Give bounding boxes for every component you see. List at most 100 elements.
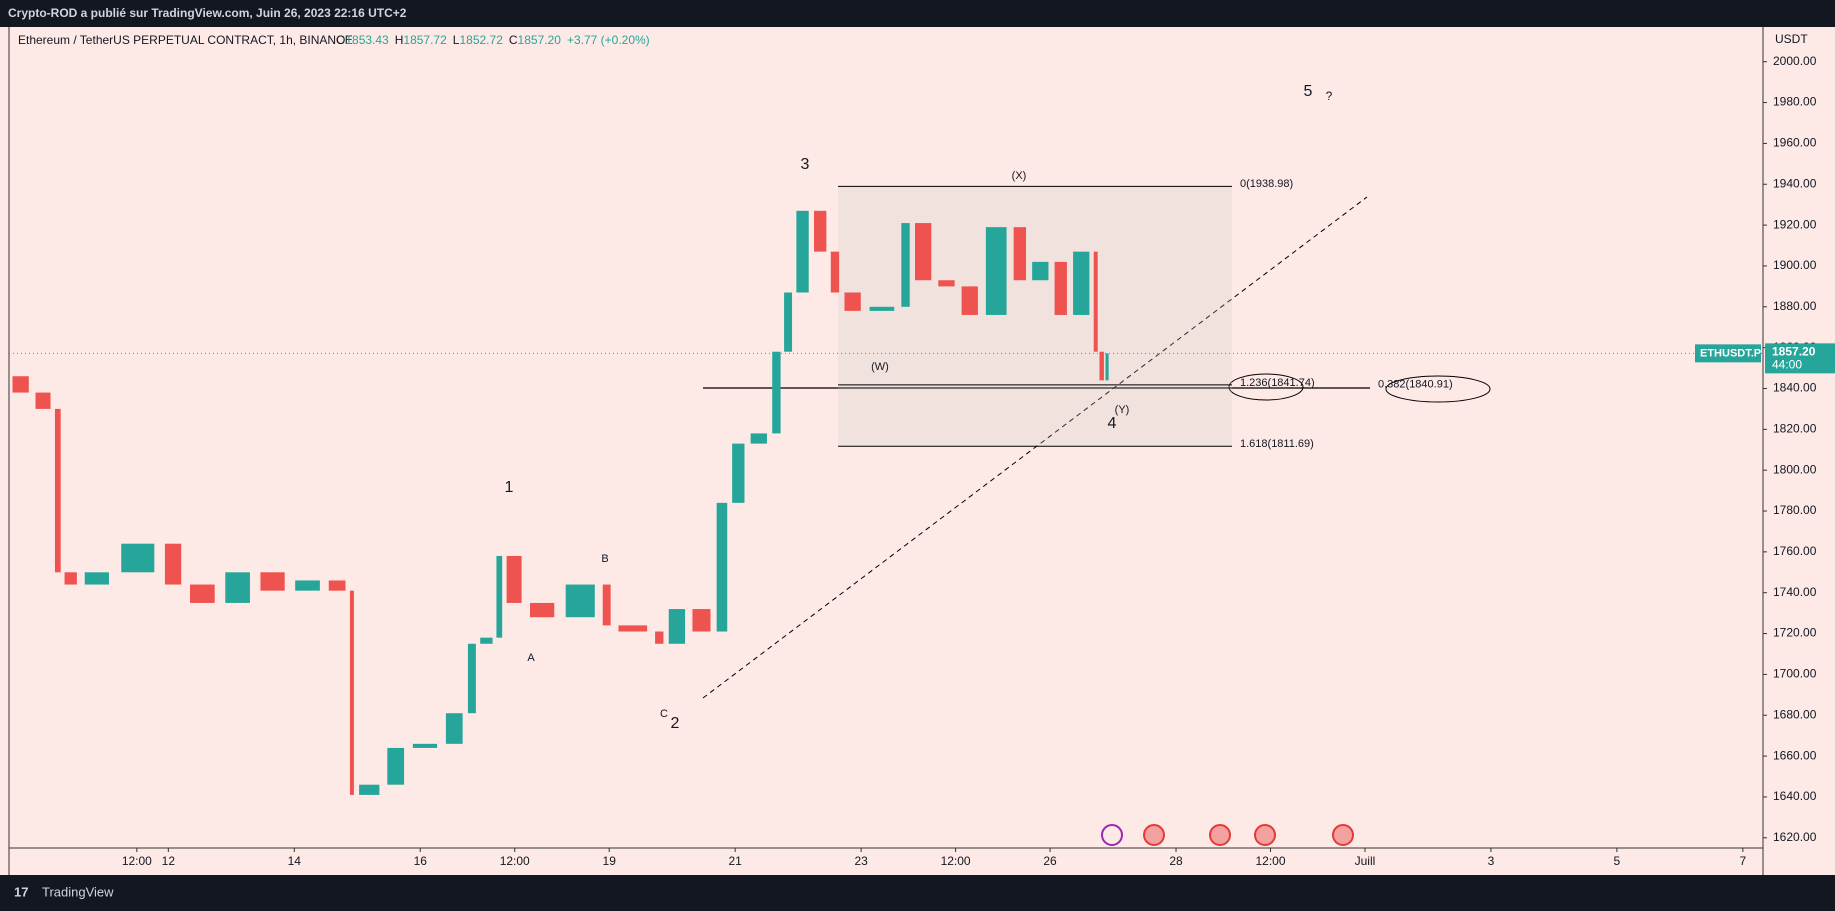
wave-label: B bbox=[601, 553, 608, 565]
y-tick-label: 1620.00 bbox=[1773, 830, 1817, 844]
candle bbox=[985, 227, 1007, 315]
x-tick-label: 14 bbox=[288, 854, 302, 868]
x-tick-label: 5 bbox=[1614, 854, 1621, 868]
y-tick-label: 1980.00 bbox=[1773, 95, 1817, 109]
y-tick-label: 1680.00 bbox=[1773, 707, 1817, 721]
y-tick-label: 2000.00 bbox=[1773, 54, 1817, 68]
candle bbox=[732, 443, 745, 503]
y-tick-label: 1800.00 bbox=[1773, 462, 1817, 476]
ohlc-value: 1852.72 bbox=[459, 33, 503, 47]
wave-label: 5 bbox=[1304, 83, 1313, 100]
candle bbox=[796, 210, 809, 293]
candle bbox=[784, 292, 793, 352]
brand-logo: 17 bbox=[14, 884, 28, 899]
y-tick-label: 1840.00 bbox=[1773, 381, 1817, 395]
candle bbox=[530, 602, 555, 618]
trend-line bbox=[702, 196, 1368, 699]
candle bbox=[295, 580, 320, 591]
candle bbox=[602, 584, 611, 626]
wave-label: 2 bbox=[671, 715, 680, 732]
y-tick-label: 1920.00 bbox=[1773, 217, 1817, 231]
candle bbox=[480, 637, 493, 644]
ohlc-key: C bbox=[509, 33, 518, 47]
y-tick-label: 1960.00 bbox=[1773, 136, 1817, 150]
candle bbox=[772, 351, 781, 434]
x-tick-label: 12:00 bbox=[500, 854, 530, 868]
candle bbox=[54, 408, 61, 573]
ohlc-key: O bbox=[336, 33, 345, 47]
candle bbox=[1073, 251, 1090, 315]
candle bbox=[445, 713, 463, 744]
wave-label: 3 bbox=[801, 156, 810, 173]
legend-symbol: Ethereum / TetherUS PERPETUAL CONTRACT, … bbox=[18, 33, 353, 47]
ohlc-value: 1857.20 bbox=[518, 33, 562, 47]
price-tag bbox=[1765, 343, 1835, 374]
candle bbox=[565, 584, 595, 618]
circle-mark bbox=[1385, 375, 1491, 403]
candle bbox=[349, 590, 354, 795]
event-icons bbox=[1101, 824, 1354, 846]
candle bbox=[915, 223, 932, 281]
wave-label: 4 bbox=[1108, 415, 1117, 432]
candle bbox=[121, 543, 155, 573]
candle bbox=[1032, 261, 1049, 281]
wave-label: C bbox=[660, 708, 668, 720]
currency: USDT bbox=[1775, 32, 1808, 46]
candle bbox=[225, 572, 250, 603]
x-tick-label: 19 bbox=[603, 854, 617, 868]
candle bbox=[618, 625, 648, 632]
brand: TradingView bbox=[42, 884, 114, 899]
candle bbox=[164, 543, 182, 585]
candle bbox=[190, 584, 215, 603]
candle bbox=[328, 580, 346, 591]
wave-label: (W) bbox=[871, 361, 889, 373]
candle bbox=[938, 280, 955, 287]
candle bbox=[506, 555, 522, 603]
countdown: 44:00 bbox=[1772, 358, 1802, 372]
candle bbox=[496, 555, 503, 638]
x-tick-label: 26 bbox=[1043, 854, 1057, 868]
symbol-tag-label: ETHUSDT.P bbox=[1700, 347, 1761, 359]
x-tick-label: 23 bbox=[854, 854, 868, 868]
y-tick-label: 1780.00 bbox=[1773, 503, 1817, 517]
header: Crypto-ROD a publié sur TradingView.com,… bbox=[8, 6, 407, 20]
y-tick-label: 1940.00 bbox=[1773, 176, 1817, 190]
x-tick-label: 12 bbox=[162, 854, 176, 868]
x-tick-label: 12:00 bbox=[1255, 854, 1285, 868]
wave-label: ? bbox=[1326, 89, 1333, 103]
ohlc-key: H bbox=[395, 33, 404, 47]
bottom-bar bbox=[0, 875, 1835, 911]
x-tick-label: 21 bbox=[728, 854, 742, 868]
candle bbox=[692, 609, 711, 632]
wave-label: A bbox=[527, 652, 535, 664]
wave-label: (Y) bbox=[1115, 404, 1130, 416]
price-tag-value: 1857.20 bbox=[1772, 345, 1816, 359]
candle bbox=[387, 747, 405, 785]
x-tick-label: Juill bbox=[1355, 854, 1376, 868]
wave-label: 1 bbox=[505, 479, 514, 496]
candle bbox=[84, 572, 109, 585]
y-tick-label: 1660.00 bbox=[1773, 748, 1817, 762]
candle bbox=[35, 392, 51, 409]
candle bbox=[869, 306, 895, 311]
candle bbox=[814, 210, 827, 252]
x-tick-label: 3 bbox=[1488, 854, 1495, 868]
top-bar bbox=[0, 0, 1835, 27]
y-tick-label: 1640.00 bbox=[1773, 789, 1817, 803]
change: +3.77 (+0.20%) bbox=[567, 33, 650, 47]
fib-label: 1.618(1811.69) bbox=[1240, 438, 1314, 450]
x-tick-label: 28 bbox=[1169, 854, 1183, 868]
candle bbox=[412, 743, 438, 748]
wave-label: (X) bbox=[1012, 170, 1027, 182]
ohlc-value: 1857.72 bbox=[403, 33, 447, 47]
candle bbox=[467, 643, 476, 714]
candle bbox=[64, 572, 77, 585]
y-tick-label: 1740.00 bbox=[1773, 585, 1817, 599]
candle bbox=[668, 609, 686, 644]
x-tick-label: 7 bbox=[1740, 854, 1747, 868]
candle bbox=[830, 251, 840, 293]
fib-label: 1.236(1841.74) bbox=[1240, 377, 1315, 389]
fib-label: 0.382(1840.91) bbox=[1378, 379, 1453, 391]
y-tick-label: 1700.00 bbox=[1773, 667, 1817, 681]
